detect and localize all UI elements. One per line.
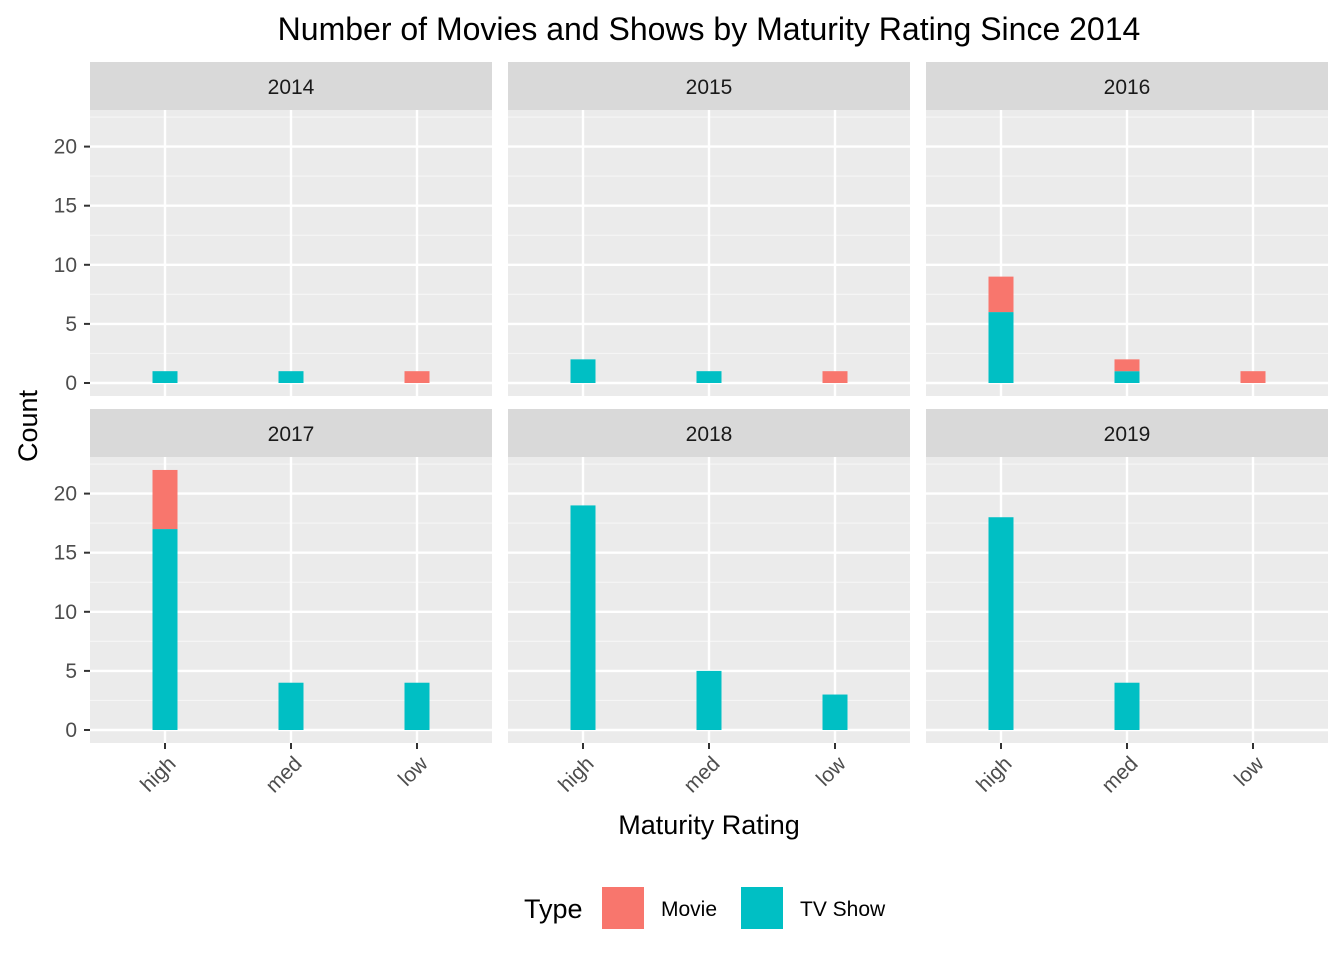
y-tick-label: 5 <box>65 313 77 336</box>
facet-panel-2014: 2014 0 5 10 15 20 <box>54 62 492 396</box>
y-axis-title: Count <box>13 389 43 462</box>
facet-panels: 2014 0 5 10 15 20 2015 2016 2017 0 5 10 15 20 high med l… <box>54 62 1328 797</box>
facet-strip <box>90 409 492 457</box>
x-tick-label: high <box>136 752 180 796</box>
bar-movie-high <box>152 469 178 530</box>
facet-panel-2019: 2019 high med low <box>926 409 1328 797</box>
bar-tv-show-med <box>278 682 304 730</box>
x-tick-label: med <box>679 752 724 797</box>
bar-tv-show-med <box>696 670 722 730</box>
y-tick-label: 20 <box>54 136 77 159</box>
bar-tv-show-high <box>570 505 596 730</box>
bar-movie-low <box>822 371 848 383</box>
bar-tv-show-high <box>152 529 178 730</box>
bar-tv-show-low <box>404 682 430 730</box>
bar-movie-low <box>404 371 430 383</box>
legend: Type Movie TV Show <box>524 887 886 929</box>
legend-entries: Movie TV Show <box>602 887 886 929</box>
facet-panel-2017: 2017 0 5 10 15 20 high med low <box>54 409 492 797</box>
legend-title: Type <box>524 894 583 924</box>
bar-tv-show-med <box>278 371 304 383</box>
x-tick-label: low <box>812 752 851 791</box>
bar-tv-show-med <box>696 371 722 383</box>
bar-movie-low <box>1240 371 1266 383</box>
x-tick-label: med <box>1097 752 1142 797</box>
bar-tv-show-low <box>822 694 848 730</box>
bar-tv-show-high <box>152 371 178 383</box>
bar-movie-high <box>988 276 1014 313</box>
legend-label: Movie <box>661 898 717 921</box>
facet-strip <box>508 409 910 457</box>
chart-title: Number of Movies and Shows by Maturity R… <box>278 11 1141 47</box>
facet-strip-label: 2019 <box>1104 423 1151 446</box>
facet-strip-label: 2017 <box>268 423 315 446</box>
x-tick-label: high <box>554 752 598 796</box>
facet-panel-2015: 2015 <box>508 62 910 396</box>
facet-strip-label: 2018 <box>686 423 733 446</box>
x-tick-label: high <box>972 752 1016 796</box>
facet-strip <box>926 62 1328 110</box>
x-axis-title: Maturity Rating <box>618 810 800 840</box>
bar-tv-show-high <box>988 312 1014 383</box>
facet-strip <box>926 409 1328 457</box>
y-tick-label: 20 <box>54 483 77 506</box>
facet-strip-label: 2015 <box>686 76 733 99</box>
legend-key-tv-show <box>741 887 783 929</box>
bar-tv-show-med <box>1114 371 1140 383</box>
facet-strip-label: 2014 <box>268 76 315 99</box>
facet-strip <box>508 62 910 110</box>
x-tick-label: low <box>394 752 433 791</box>
y-tick-label: 10 <box>54 254 77 277</box>
facet-panel-2018: 2018 high med low <box>508 409 910 797</box>
facet-strip-label: 2016 <box>1104 76 1151 99</box>
y-tick-label: 10 <box>54 601 77 624</box>
facet-panel-2016: 2016 <box>926 62 1328 396</box>
bar-tv-show-high <box>570 359 596 383</box>
y-tick-label: 15 <box>54 542 77 565</box>
x-tick-label: low <box>1230 752 1269 791</box>
y-tick-label: 0 <box>65 719 77 742</box>
legend-label: TV Show <box>800 898 886 921</box>
y-tick-label: 15 <box>54 195 77 218</box>
x-tick-label: med <box>261 752 306 797</box>
legend-key-movie <box>602 887 644 929</box>
facet-strip <box>90 62 492 110</box>
bar-tv-show-med <box>1114 682 1140 730</box>
bar-tv-show-high <box>988 517 1014 730</box>
bar-movie-med <box>1114 359 1140 372</box>
y-tick-label: 0 <box>65 372 77 395</box>
y-tick-label: 5 <box>65 660 77 683</box>
